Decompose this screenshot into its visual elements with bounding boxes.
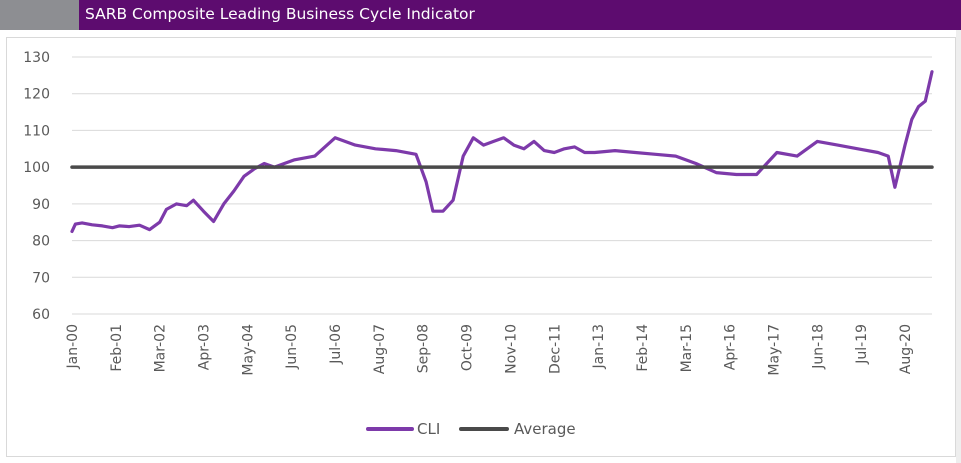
x-tick-Aug-20: Aug-20 bbox=[898, 324, 914, 374]
x-tick-labels: Jan-00 Feb-01 Mar-02 Apr-03 May-04 Jun-05 Jul-… bbox=[65, 324, 914, 376]
y-tick-110: 110 bbox=[23, 123, 50, 139]
gridlines bbox=[72, 56, 932, 315]
title-corner-block bbox=[0, 0, 79, 30]
x-tick-Mar-15: Mar-15 bbox=[679, 324, 695, 372]
x-tick-Feb-01: Feb-01 bbox=[109, 324, 125, 372]
x-tick-Dec-11: Dec-11 bbox=[547, 324, 563, 374]
x-tick-Jul-19: Jul-19 bbox=[854, 324, 870, 365]
x-tick-Feb-14: Feb-14 bbox=[635, 324, 651, 372]
x-tick-Apr-03: Apr-03 bbox=[197, 324, 213, 370]
x-tick-Oct-09: Oct-09 bbox=[460, 324, 476, 371]
y-tick-labels: 60 70 80 90 100 110 120 130 bbox=[23, 50, 50, 323]
legend-cli-label: CLI bbox=[417, 420, 440, 438]
y-tick-120: 120 bbox=[23, 87, 50, 103]
y-tick-100: 100 bbox=[23, 160, 50, 176]
y-tick-70: 70 bbox=[32, 270, 50, 286]
y-tick-130: 130 bbox=[23, 50, 50, 66]
chart-frame bbox=[6, 37, 956, 457]
series-layer bbox=[70, 70, 934, 233]
x-tick-Jan-13: Jan-13 bbox=[591, 324, 607, 369]
x-tick-Nov-10: Nov-10 bbox=[503, 324, 519, 374]
x-tick-Apr-16: Apr-16 bbox=[723, 324, 739, 370]
x-tick-Mar-02: Mar-02 bbox=[153, 324, 169, 372]
y-tick-80: 80 bbox=[32, 234, 50, 250]
cli-line bbox=[70, 70, 934, 233]
title-bar: SARB Composite Leading Business Cycle In… bbox=[79, 0, 961, 30]
x-tick-May-17: May-17 bbox=[766, 324, 782, 376]
legend-average-label: Average bbox=[514, 420, 576, 438]
chart-title: SARB Composite Leading Business Cycle In… bbox=[85, 5, 475, 23]
x-tick-Sep-08: Sep-08 bbox=[416, 324, 432, 373]
legend: CLI Average bbox=[366, 420, 576, 438]
y-tick-60: 60 bbox=[32, 307, 50, 323]
x-tick-Jun-05: Jun-05 bbox=[284, 324, 300, 370]
x-tick-Jan-00: Jan-00 bbox=[65, 324, 81, 369]
x-tick-Jul-06: Jul-06 bbox=[328, 324, 344, 365]
x-tick-Aug-07: Aug-07 bbox=[372, 324, 388, 374]
right-edge bbox=[956, 30, 961, 463]
x-tick-May-04: May-04 bbox=[240, 324, 256, 376]
y-tick-90: 90 bbox=[32, 197, 50, 213]
x-tick-Jun-18: Jun-18 bbox=[810, 324, 826, 370]
